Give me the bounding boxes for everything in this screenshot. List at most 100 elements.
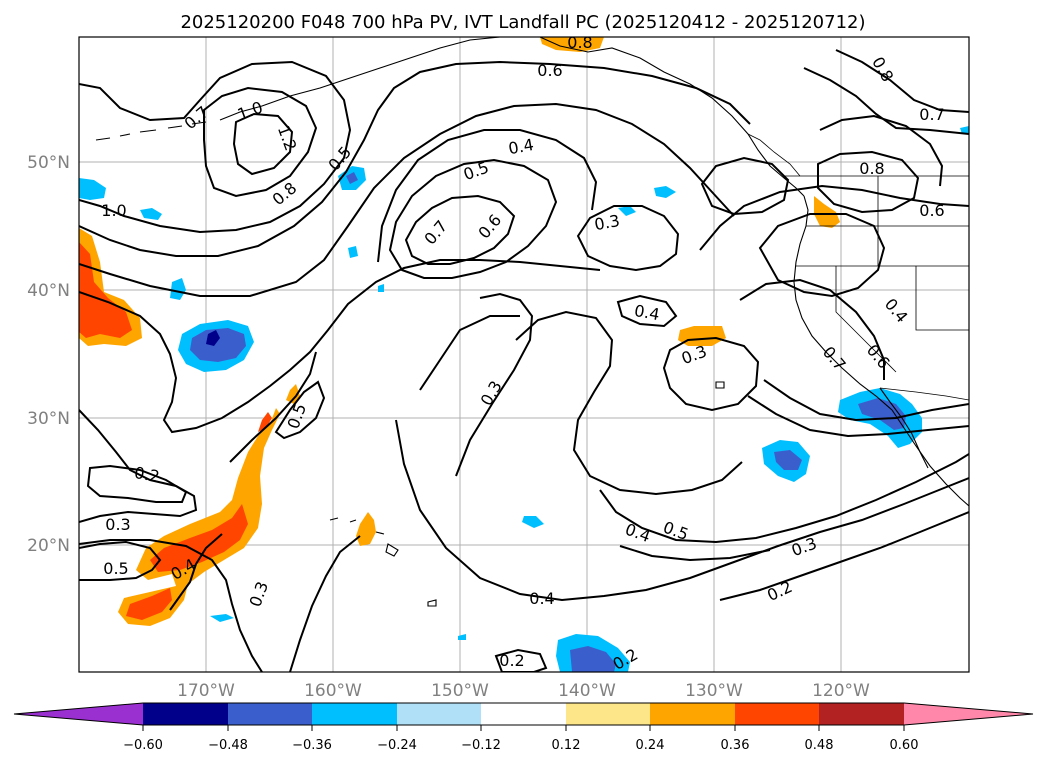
fill-blue-small-2 — [378, 284, 384, 292]
contour-label: 0.6 — [537, 61, 562, 80]
fill-blue-160w-royal — [346, 172, 358, 184]
contour-21 — [817, 150, 920, 214]
contour-1 — [203, 86, 318, 198]
contour-28 — [619, 545, 771, 562]
contour-2 — [232, 112, 294, 176]
contour-label: 0.4 — [507, 135, 535, 158]
pv-contours — [79, 49, 969, 672]
colorbar-tick-label: −0.36 — [292, 738, 332, 753]
contour-23 — [455, 292, 534, 477]
fill-blue-small-7 — [960, 126, 969, 134]
borders — [747, 133, 969, 401]
colorbar-tick-label: 0.24 — [636, 738, 665, 753]
contour-label: 0.4 — [633, 301, 661, 324]
contour-label: 0.3 — [105, 515, 130, 534]
contour-label: 0.8 — [859, 159, 884, 178]
contour-9 — [377, 129, 598, 263]
ivt-fills — [79, 37, 969, 672]
contour-label: 0.5 — [103, 559, 128, 578]
contour-label: 0.8 — [567, 33, 592, 52]
fill-blue-small-6 — [210, 614, 234, 622]
colorbar-segment — [14, 703, 143, 725]
fill-blue-cyclone-royal — [190, 328, 246, 362]
contour-8 — [388, 158, 558, 279]
lat-label-20n: 20°N — [27, 536, 70, 556]
fill-blue-cyclone-navy — [206, 330, 220, 346]
map-title: 2025120200 F048 700 hPa PV, IVT Landfall… — [180, 12, 865, 33]
fill-south-royal — [570, 646, 616, 672]
contour-26 — [395, 419, 969, 602]
lon-label-160w: 160°W — [304, 681, 362, 701]
lon-label-170w: 170°W — [177, 681, 235, 701]
colorbar-ticks — [142, 725, 905, 731]
colorbar-segment — [904, 703, 1033, 725]
contour-label: 0.4 — [529, 589, 554, 608]
colorbar-segment — [819, 703, 904, 725]
contour-22 — [835, 49, 969, 113]
contour-17 — [763, 379, 969, 422]
fill-blue-small-1 — [348, 246, 358, 258]
coast-baja — [879, 387, 929, 469]
fill-blue-west-2 — [140, 208, 162, 220]
contour-7 — [404, 194, 516, 265]
contour-31 — [86, 464, 188, 503]
contour-label: 1.0 — [101, 201, 126, 220]
contour-15 — [699, 184, 969, 251]
contour-6 — [79, 259, 601, 434]
contour-18 — [747, 395, 969, 438]
lon-labels: 170°W 160°W 150°W 140°W 130°W 120°W — [177, 681, 870, 701]
coast-alaska-gulf — [539, 37, 805, 197]
fill-baja-royal — [858, 398, 906, 430]
coast-aleutians — [95, 121, 207, 141]
map-area: 0.7 1.0 1.2 0.8 0.5 1.0 0.6 0.8 0.8 0.7 … — [79, 33, 969, 672]
border-us-mexico — [879, 387, 969, 401]
contour-label: 0.2 — [499, 651, 524, 670]
colorbar-segment — [735, 703, 819, 725]
colorbar-segment — [397, 703, 481, 725]
colorbar-segment — [143, 703, 228, 725]
fill-alaska-orange — [540, 37, 604, 52]
contour-34 — [229, 351, 317, 463]
colorbar: −0.60 −0.48 −0.36 −0.24 −0.12 0.12 0.24 … — [13, 702, 1034, 753]
colorbar-tick-label: 0.60 — [890, 738, 919, 753]
fill-blue-small-8 — [458, 634, 466, 640]
coast-alaska — [219, 37, 501, 121]
contour-5 — [79, 102, 735, 297]
border-states-4 — [915, 266, 969, 331]
contour-32 — [79, 539, 263, 672]
contour-19 — [803, 67, 969, 135]
fill-band-red — [150, 504, 248, 572]
contour-36 — [289, 535, 361, 672]
coast-hawaii — [329, 517, 399, 557]
colorbar-tick-label: 0.48 — [805, 738, 834, 753]
fill-blue-small-4 — [618, 206, 636, 216]
fill-west-red — [79, 242, 132, 338]
lon-label-140w: 140°W — [558, 681, 616, 701]
fill-wa-orange — [814, 196, 840, 228]
lon-label-150w: 150°W — [431, 681, 489, 701]
contour-3 — [79, 60, 352, 234]
contour-35 — [274, 380, 326, 440]
coast-small-island-1 — [427, 599, 437, 607]
contour-29 — [719, 511, 969, 601]
colorbar-segment — [312, 703, 397, 725]
contour-38 — [169, 533, 223, 611]
fill-blue-west-3 — [170, 278, 186, 300]
colorbar-segment — [566, 703, 650, 725]
colorbar-segment — [228, 703, 312, 725]
contour-label: 0.7 — [919, 105, 944, 124]
contour-label: 0.2 — [133, 463, 161, 486]
colorbar-tick-label: −0.12 — [461, 738, 501, 753]
fill-blue-small-3 — [654, 186, 676, 198]
contour-27 — [599, 453, 969, 544]
contour-24 — [515, 310, 743, 496]
lat-label-50n: 50°N — [27, 153, 70, 173]
fill-band-red-2 — [126, 588, 172, 620]
border-states-5 — [835, 266, 897, 373]
contour-12 — [662, 336, 760, 412]
lat-labels: 50°N 40°N 30°N 20°N — [27, 153, 70, 556]
fill-blue-west-1 — [79, 178, 106, 200]
contour-13 — [700, 156, 790, 216]
colorbar-labels: −0.60 −0.48 −0.36 −0.24 −0.12 0.12 0.24 … — [123, 738, 918, 753]
